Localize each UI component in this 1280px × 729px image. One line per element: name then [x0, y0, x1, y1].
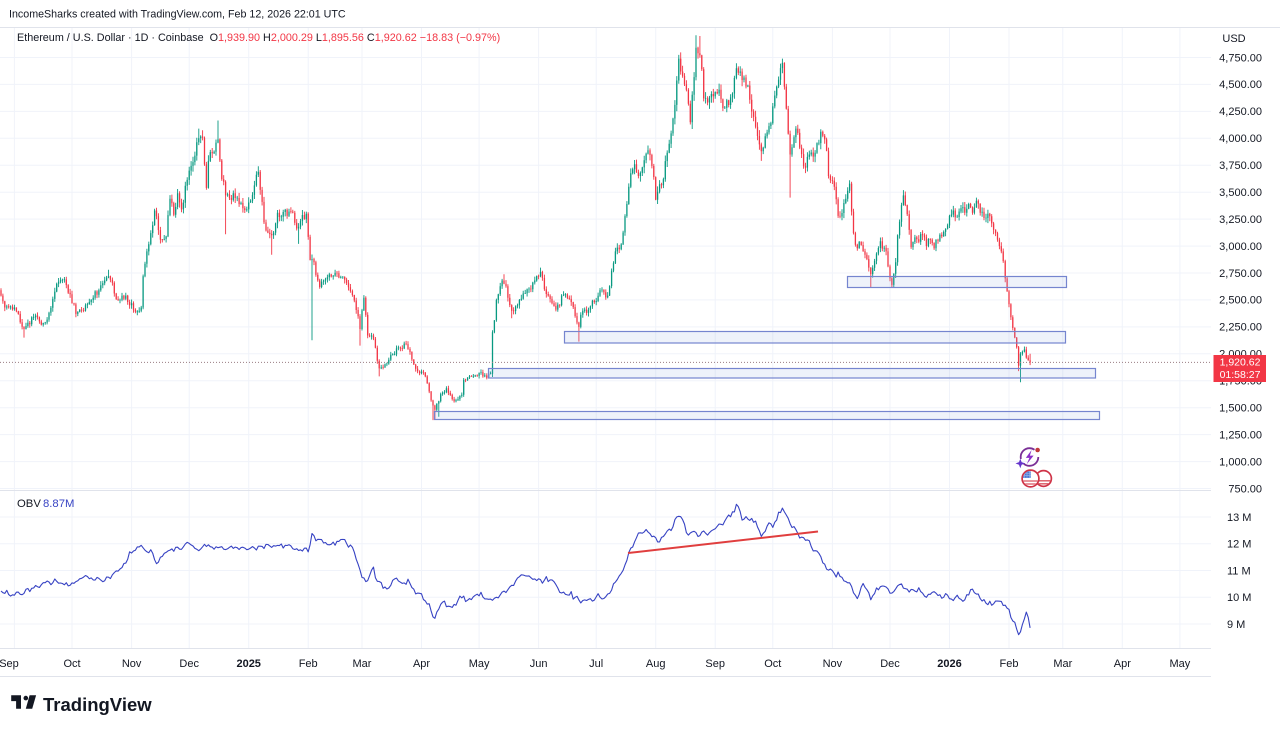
- svg-text:Jun: Jun: [530, 658, 548, 670]
- svg-text:OBV: OBV: [17, 498, 41, 510]
- svg-text:Ethereum / U.S. Dollar · 1D ·: Ethereum / U.S. Dollar · 1D · Coinbase O…: [17, 32, 500, 44]
- svg-text:1,920.62: 1,920.62: [1220, 356, 1261, 368]
- svg-text:2026: 2026: [937, 658, 961, 670]
- svg-text:Feb: Feb: [299, 658, 318, 670]
- svg-text:Dec: Dec: [179, 658, 199, 670]
- svg-text:750.00: 750.00: [1228, 483, 1262, 495]
- svg-text:Apr: Apr: [413, 658, 430, 670]
- svg-text:Oct: Oct: [764, 658, 781, 670]
- svg-text:4,500.00: 4,500.00: [1219, 79, 1262, 91]
- svg-text:Sep: Sep: [0, 658, 19, 670]
- svg-text:TradingView: TradingView: [43, 694, 152, 715]
- svg-text:3,750.00: 3,750.00: [1219, 160, 1262, 172]
- svg-text:2,750.00: 2,750.00: [1219, 268, 1262, 280]
- svg-text:Mar: Mar: [353, 658, 372, 670]
- svg-text:1,500.00: 1,500.00: [1219, 403, 1262, 415]
- svg-text:2025: 2025: [236, 658, 260, 670]
- svg-text:11 M: 11 M: [1227, 565, 1251, 577]
- svg-text:Nov: Nov: [823, 658, 843, 670]
- svg-text:1,000.00: 1,000.00: [1219, 456, 1262, 468]
- svg-text:01:58:27: 01:58:27: [1220, 369, 1261, 381]
- svg-text:10 M: 10 M: [1227, 592, 1251, 604]
- svg-text:1,250.00: 1,250.00: [1219, 429, 1262, 441]
- svg-text:4,750.00: 4,750.00: [1219, 52, 1262, 64]
- svg-text:May: May: [1170, 658, 1191, 670]
- svg-text:Oct: Oct: [63, 658, 80, 670]
- svg-text:Nov: Nov: [122, 658, 142, 670]
- svg-text:4,250.00: 4,250.00: [1219, 106, 1262, 118]
- svg-text:Dec: Dec: [880, 658, 900, 670]
- svg-text:2,500.00: 2,500.00: [1219, 295, 1262, 307]
- svg-text:May: May: [469, 658, 490, 670]
- svg-text:Jul: Jul: [589, 658, 603, 670]
- svg-text:Apr: Apr: [1114, 658, 1131, 670]
- svg-text:8.87M: 8.87M: [43, 498, 74, 510]
- svg-text:IncomeSharks created with Trad: IncomeSharks created with TradingView.co…: [9, 9, 346, 21]
- svg-text:Feb: Feb: [1000, 658, 1019, 670]
- svg-text:4,000.00: 4,000.00: [1219, 133, 1262, 145]
- svg-text:3,000.00: 3,000.00: [1219, 241, 1262, 253]
- svg-text:3,250.00: 3,250.00: [1219, 214, 1262, 226]
- svg-text:3,500.00: 3,500.00: [1219, 187, 1262, 199]
- svg-text:Mar: Mar: [1053, 658, 1072, 670]
- svg-text:2,250.00: 2,250.00: [1219, 322, 1262, 334]
- svg-text:12 M: 12 M: [1227, 539, 1251, 551]
- svg-text:Aug: Aug: [646, 658, 666, 670]
- svg-text:9 M: 9 M: [1227, 619, 1245, 631]
- svg-text:Sep: Sep: [705, 658, 725, 670]
- svg-text:13 M: 13 M: [1227, 512, 1251, 524]
- svg-text:USD: USD: [1222, 33, 1245, 45]
